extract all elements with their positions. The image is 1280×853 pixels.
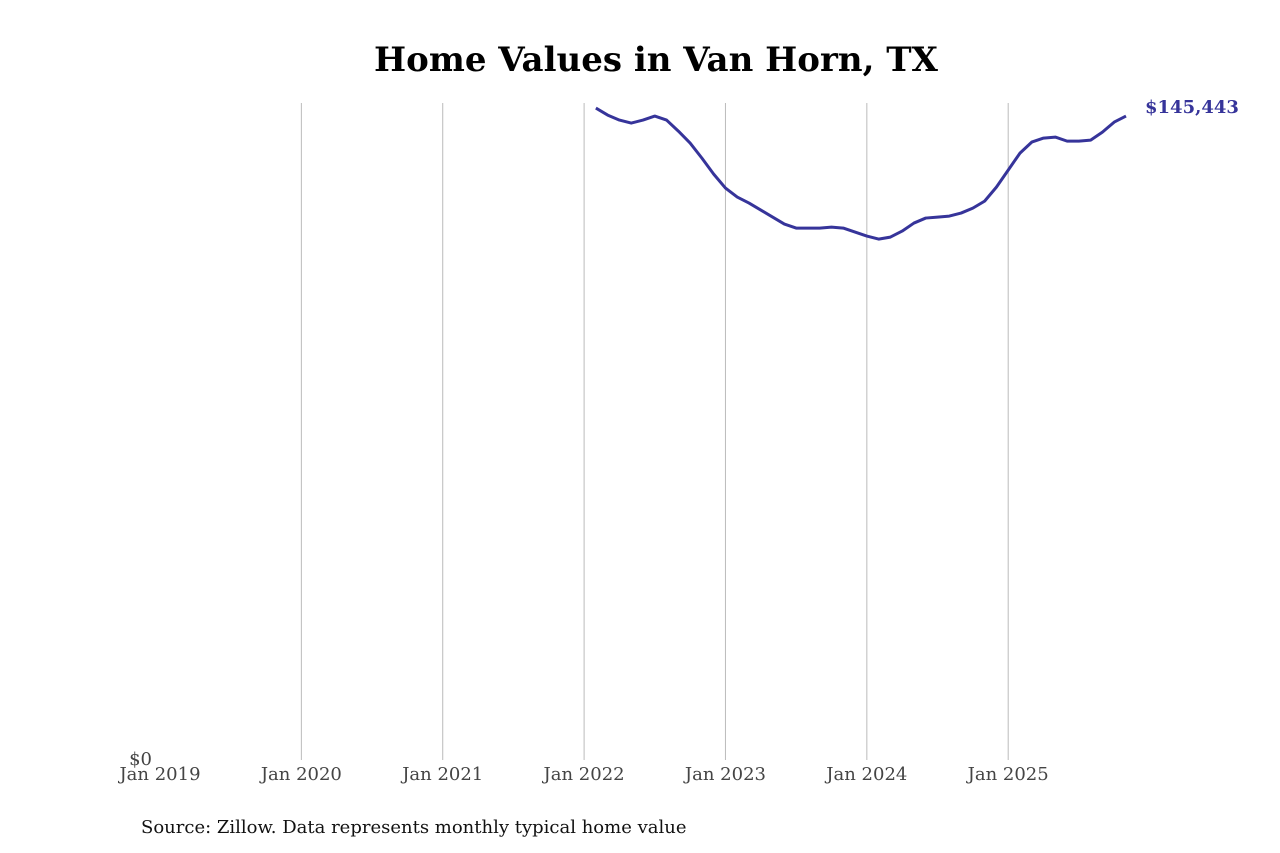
x-tick-label: Jan 2020: [259, 764, 342, 785]
x-tick-label: Jan 2022: [542, 764, 625, 785]
chart-title: Home Values in Van Horn, TX: [374, 40, 939, 80]
x-tick-label: Jan 2023: [683, 764, 766, 785]
x-tick-label: Jan 2021: [400, 764, 483, 785]
y-tick-label: $0: [129, 749, 152, 770]
x-tick-label: Jan 2025: [966, 764, 1049, 785]
line-series: [595, 106, 1127, 241]
data-label: $145,443: [1145, 97, 1239, 118]
x-tick-label: Jan 2024: [824, 764, 907, 785]
x-tick-label: Jan 2019: [117, 764, 200, 785]
source-note: Source: Zillow. Data represents monthly …: [141, 817, 687, 838]
